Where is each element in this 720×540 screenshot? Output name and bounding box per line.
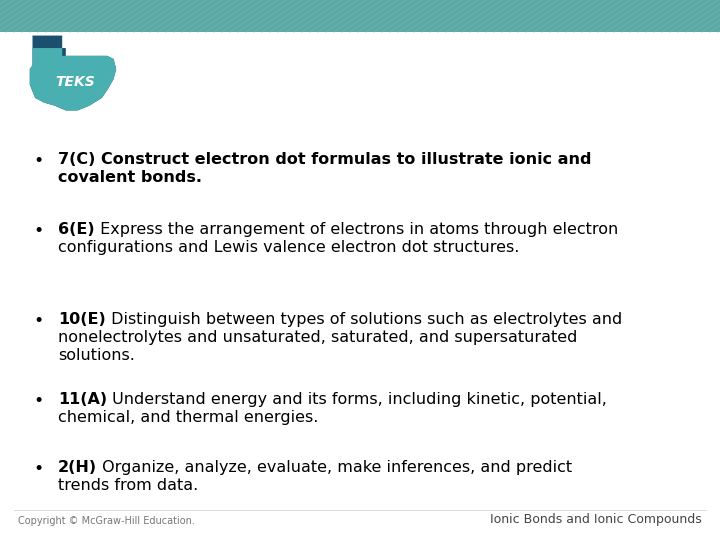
Text: •: • [33,222,43,240]
Text: •: • [33,460,43,478]
Text: 7(C) Construct electron dot formulas to illustrate ionic and: 7(C) Construct electron dot formulas to … [58,152,592,167]
Text: nonelectrolytes and unsaturated, saturated, and supersaturated: nonelectrolytes and unsaturated, saturat… [58,330,577,345]
Text: trends from data.: trends from data. [58,478,198,493]
Text: Organize, analyze, evaluate, make inferences, and predict: Organize, analyze, evaluate, make infere… [97,460,572,475]
Text: •: • [33,392,43,410]
Text: Distinguish between types of solutions such as electrolytes and: Distinguish between types of solutions s… [106,312,622,327]
Text: Copyright © McGraw-Hill Education.: Copyright © McGraw-Hill Education. [18,516,195,526]
Polygon shape [30,48,116,111]
Text: configurations and Lewis valence electron dot structures.: configurations and Lewis valence electro… [58,240,519,255]
Bar [0,0,720,32]
Text: TEKS: TEKS [55,76,94,89]
Text: •: • [33,312,43,330]
Text: Ionic Bonds and Ionic Compounds: Ionic Bonds and Ionic Compounds [490,513,702,526]
Text: 11(A): 11(A) [58,392,107,407]
Text: 10(E): 10(E) [58,312,106,327]
Text: solutions.: solutions. [58,348,135,363]
Text: Understand energy and its forms, including kinetic, potential,: Understand energy and its forms, includi… [107,392,607,407]
Text: chemical, and thermal energies.: chemical, and thermal energies. [58,410,318,425]
Text: covalent bonds.: covalent bonds. [58,170,202,185]
Text: 6(E): 6(E) [58,222,94,237]
Text: •: • [33,152,43,170]
Text: Express the arrangement of electrons in atoms through electron: Express the arrangement of electrons in … [94,222,618,237]
Polygon shape [30,36,116,111]
Text: 2(H): 2(H) [58,460,97,475]
